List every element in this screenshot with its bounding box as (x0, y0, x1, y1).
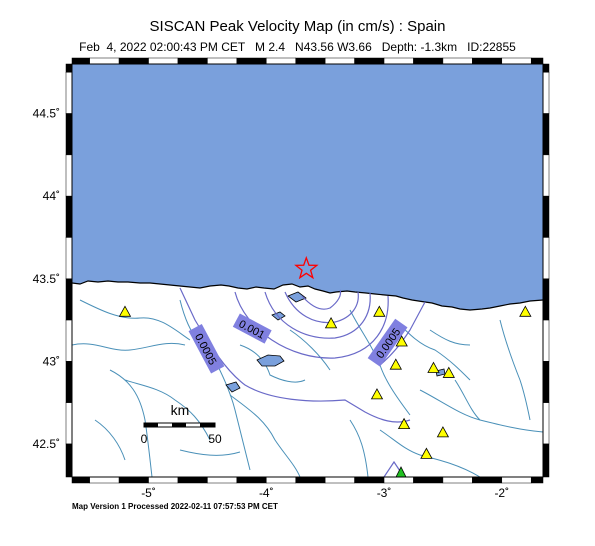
longitude-tick-label: -3˚ (377, 486, 392, 500)
frame-segment (71, 57, 90, 65)
frame-segment (89, 476, 120, 484)
station-triangle-icon (373, 305, 386, 317)
frame-segment (65, 237, 73, 280)
frame-segment (148, 476, 179, 484)
station-triangle-icon (519, 305, 532, 317)
station-triangle-icon (370, 388, 384, 400)
latitude-tick-label: 44.5˚ (33, 107, 60, 121)
scale-unit: km (171, 402, 190, 418)
frame-segment (65, 319, 73, 362)
frame-segment (542, 361, 550, 403)
frame-segment (542, 278, 550, 321)
frame-segment (501, 57, 532, 65)
frame-segment (65, 443, 73, 478)
longitude-labels: -5˚ -4˚ -3˚ -2˚ (141, 486, 509, 500)
latitude-tick-label: 44˚ (43, 189, 60, 203)
frame-segment (542, 237, 550, 280)
frame-segment (530, 476, 544, 484)
frame-segment (542, 113, 550, 156)
epicenter-star-icon (294, 255, 319, 280)
station-triangle-icon (118, 305, 132, 317)
frame-segment (542, 63, 550, 73)
frame-segment (442, 57, 473, 65)
frame-segment (501, 476, 532, 484)
frame-segment (472, 57, 503, 65)
seismic-stations (118, 305, 532, 459)
frame-segment (542, 72, 550, 114)
frame-segment (65, 154, 73, 197)
coastline (72, 280, 543, 311)
scale-end-label: 50 (208, 432, 222, 446)
frame-segment (530, 57, 544, 65)
frame-segment (148, 57, 179, 65)
frame-segment (65, 361, 73, 403)
frame-segment (542, 402, 550, 445)
frame-segment (354, 476, 385, 484)
station-triangle-icon (324, 317, 338, 329)
frame-segment (236, 476, 267, 484)
station-triangle-icon (395, 335, 408, 347)
frame-segment (324, 57, 355, 65)
frame-segment (542, 443, 550, 478)
longitude-tick-label: -2˚ (494, 486, 509, 500)
station-triangle-icon (436, 426, 450, 438)
longitude-tick-label: -4˚ (259, 486, 274, 500)
frame-segment (207, 57, 238, 65)
frame-segment (177, 476, 208, 484)
reservoirs (225, 291, 446, 393)
latitude-labels: 44.5˚ 44˚ 43.5˚ 43˚ 42.5˚ (33, 107, 60, 451)
station-triangle-icon (397, 417, 411, 430)
frame-segment (295, 57, 326, 65)
event-info: Feb 4, 2022 02:00:43 PM CET M 2.4 N43.56… (79, 40, 516, 54)
frame-segment (177, 57, 208, 65)
scale-bar: km 0 50 (141, 402, 222, 446)
frame-segment (295, 476, 326, 484)
frame-segment (236, 57, 267, 65)
frame-segment (442, 476, 473, 484)
latitude-tick-label: 43.5˚ (33, 272, 60, 286)
station-triangle-icon (389, 358, 402, 370)
frame-segment (472, 476, 503, 484)
frame-segment (413, 476, 444, 484)
frame-segment (65, 72, 73, 114)
frame-segment (65, 113, 73, 156)
map-border (71, 63, 544, 478)
station-triangle-icon (420, 447, 433, 459)
frame-segment (65, 278, 73, 321)
frame-segment (354, 57, 385, 65)
map-version-footer: Map Version 1 Processed 2022-02-11 07:57… (72, 502, 278, 511)
scale-start-label: 0 (141, 432, 148, 446)
frame-segment (542, 154, 550, 197)
latitude-tick-label: 42.5˚ (33, 437, 60, 451)
frame-segment (207, 476, 238, 484)
contour-labels: 0.001 0.0005 0.0005 (188, 313, 408, 374)
frame-segment (118, 57, 149, 65)
frame-segment (65, 63, 73, 73)
frame-segment (383, 476, 414, 484)
latitude-tick-label: 43˚ (43, 354, 60, 368)
longitude-tick-label: -5˚ (141, 486, 156, 500)
frame-segment (542, 319, 550, 362)
frame-segment (65, 402, 73, 445)
frame-segment (383, 57, 414, 65)
frame-segment (71, 476, 90, 484)
frame-segment (118, 476, 149, 484)
frame-segment (266, 476, 296, 484)
frame-segment (65, 195, 73, 238)
frame-segment (542, 195, 550, 238)
map-title: SISCAN Peak Velocity Map (in cm/s) : Spa… (149, 18, 446, 35)
epicenter-marker (294, 255, 319, 280)
green-triangle-icon (395, 466, 407, 477)
sea-area (72, 64, 543, 310)
station-triangle-icon (427, 361, 440, 373)
frame-segment (324, 476, 355, 484)
frame-segment (266, 57, 296, 65)
station-triangle-icon (442, 366, 455, 378)
frame-segment (89, 57, 120, 65)
frame-segment (413, 57, 444, 65)
